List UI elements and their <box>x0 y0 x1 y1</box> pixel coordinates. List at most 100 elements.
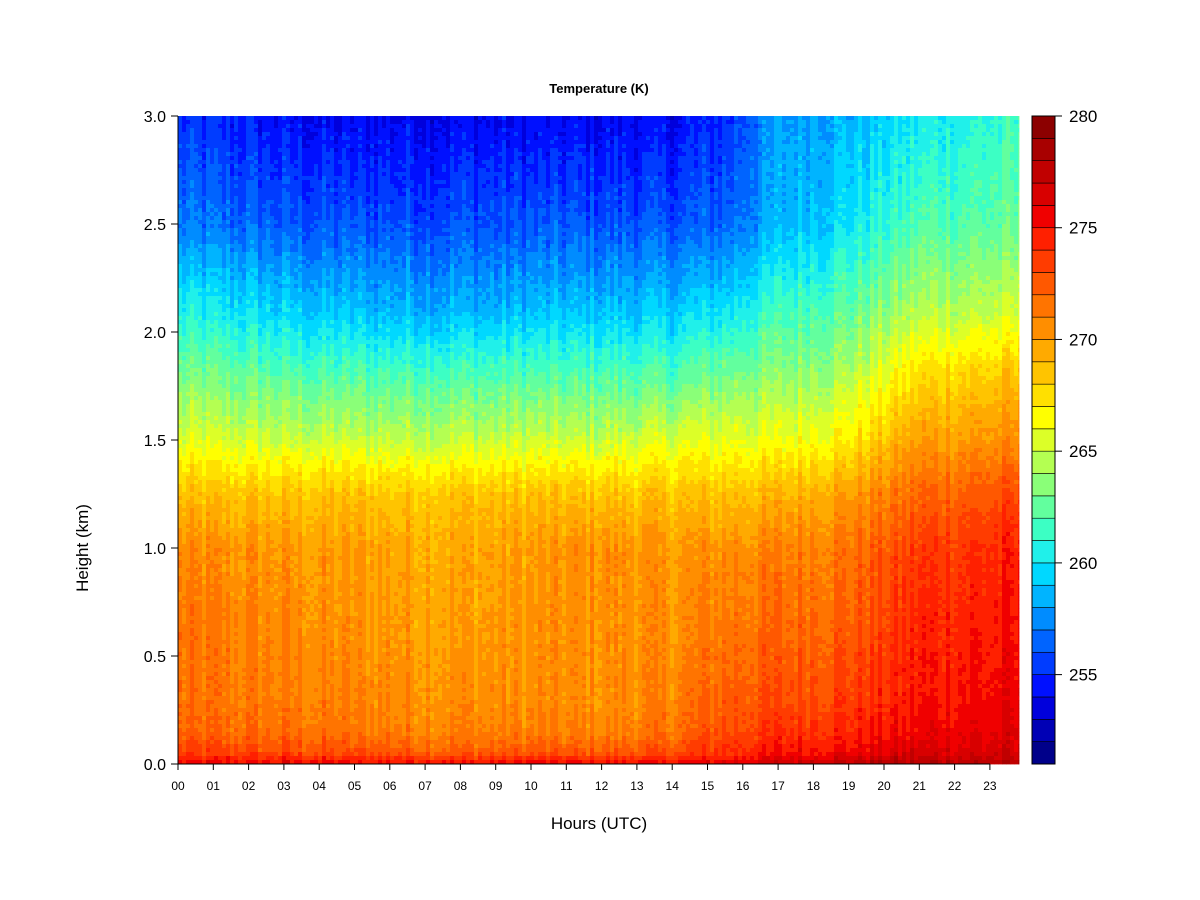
heatmap-cell <box>206 160 210 164</box>
heatmap-cell <box>270 148 274 152</box>
heatmap-cell <box>490 180 494 184</box>
heatmap-cell <box>742 172 746 176</box>
heatmap-cell <box>554 196 558 200</box>
heatmap-cell <box>806 144 810 148</box>
heatmap-cell <box>586 196 590 200</box>
heatmap-cell <box>998 164 1002 168</box>
heatmap-cell <box>514 168 518 172</box>
heatmap-cell <box>282 144 286 148</box>
heatmap-cell <box>450 172 454 176</box>
heatmap-cell <box>786 188 790 192</box>
heatmap-cell <box>782 176 786 180</box>
heatmap-cell <box>586 192 590 196</box>
heatmap-cell <box>690 128 694 132</box>
heatmap-cell <box>658 124 662 128</box>
heatmap-cell <box>746 160 750 164</box>
heatmap-cell <box>734 124 738 128</box>
heatmap-cell <box>866 120 870 124</box>
heatmap-cell <box>630 124 634 128</box>
heatmap-cell <box>522 132 526 136</box>
heatmap-cell <box>826 168 830 172</box>
heatmap-cell <box>902 148 906 152</box>
heatmap-cell <box>702 164 706 168</box>
heatmap-cell <box>190 136 194 140</box>
heatmap-cell <box>410 204 414 208</box>
heatmap-cell <box>354 160 358 164</box>
heatmap-cell <box>250 116 254 120</box>
heatmap-cell <box>866 168 870 172</box>
heatmap-cell <box>326 160 330 164</box>
heatmap-cell <box>434 196 438 200</box>
heatmap-cell <box>610 120 614 124</box>
heatmap-cell <box>218 132 222 136</box>
heatmap-cell <box>366 116 370 120</box>
heatmap-cell <box>586 120 590 124</box>
heatmap-cell <box>194 168 198 172</box>
heatmap-cell <box>494 156 498 160</box>
heatmap-cell <box>870 144 874 148</box>
heatmap-cell <box>526 148 530 152</box>
heatmap-cell <box>778 140 782 144</box>
heatmap-cell <box>402 200 406 204</box>
heatmap-cell <box>758 176 762 180</box>
heatmap-cell <box>682 176 686 180</box>
heatmap-cell <box>482 148 486 152</box>
heatmap-cell <box>786 136 790 140</box>
heatmap-cell <box>698 176 702 180</box>
heatmap-cell <box>806 140 810 144</box>
heatmap-cell <box>750 188 754 192</box>
heatmap-cell <box>246 148 250 152</box>
heatmap-cell <box>686 184 690 188</box>
heatmap-cell <box>726 152 730 156</box>
heatmap-cell <box>334 188 338 192</box>
heatmap-cell <box>946 156 950 160</box>
heatmap-cell <box>534 176 538 180</box>
heatmap-cell <box>502 140 506 144</box>
heatmap-cell <box>362 188 366 192</box>
heatmap-cell <box>1002 188 1006 192</box>
heatmap-cell <box>986 128 990 132</box>
heatmap-cell <box>774 196 778 200</box>
heatmap-cell <box>626 188 630 192</box>
heatmap-cell <box>638 116 642 120</box>
heatmap-cell <box>710 136 714 140</box>
heatmap-cell <box>494 168 498 172</box>
heatmap-cell <box>658 120 662 124</box>
heatmap-cell <box>578 164 582 168</box>
heatmap-cell <box>990 116 994 120</box>
heatmap-cell <box>898 144 902 148</box>
heatmap-cell <box>494 152 498 156</box>
heatmap-cell <box>438 172 442 176</box>
heatmap-cell <box>398 156 402 160</box>
heatmap-cell <box>350 180 354 184</box>
heatmap-cell <box>1002 164 1006 168</box>
heatmap-cell <box>654 168 658 172</box>
heatmap-cell <box>670 128 674 132</box>
heatmap-cell <box>286 152 290 156</box>
heatmap-cell <box>734 188 738 192</box>
heatmap-cell <box>290 140 294 144</box>
heatmap-cell <box>250 164 254 168</box>
heatmap-cell <box>594 176 598 180</box>
heatmap-cell <box>354 156 358 160</box>
heatmap-cell <box>178 132 182 136</box>
heatmap-cell <box>334 116 338 120</box>
heatmap-cell <box>226 164 230 168</box>
heatmap-cell <box>1014 160 1018 164</box>
heatmap-cell <box>582 136 586 140</box>
heatmap-cell <box>666 168 670 172</box>
heatmap-cell <box>382 188 386 192</box>
heatmap-cell <box>198 172 202 176</box>
heatmap-cell <box>586 124 590 128</box>
heatmap-cell <box>418 208 422 212</box>
heatmap-cell <box>258 204 262 208</box>
heatmap-cell <box>510 152 514 156</box>
heatmap-cell <box>614 116 618 120</box>
heatmap-cell <box>578 192 582 196</box>
heatmap-cell <box>878 124 882 128</box>
heatmap-cell <box>646 196 650 200</box>
heatmap-cell <box>674 188 678 192</box>
heatmap-cell <box>354 152 358 156</box>
heatmap-cell <box>614 176 618 180</box>
heatmap-cell <box>386 132 390 136</box>
